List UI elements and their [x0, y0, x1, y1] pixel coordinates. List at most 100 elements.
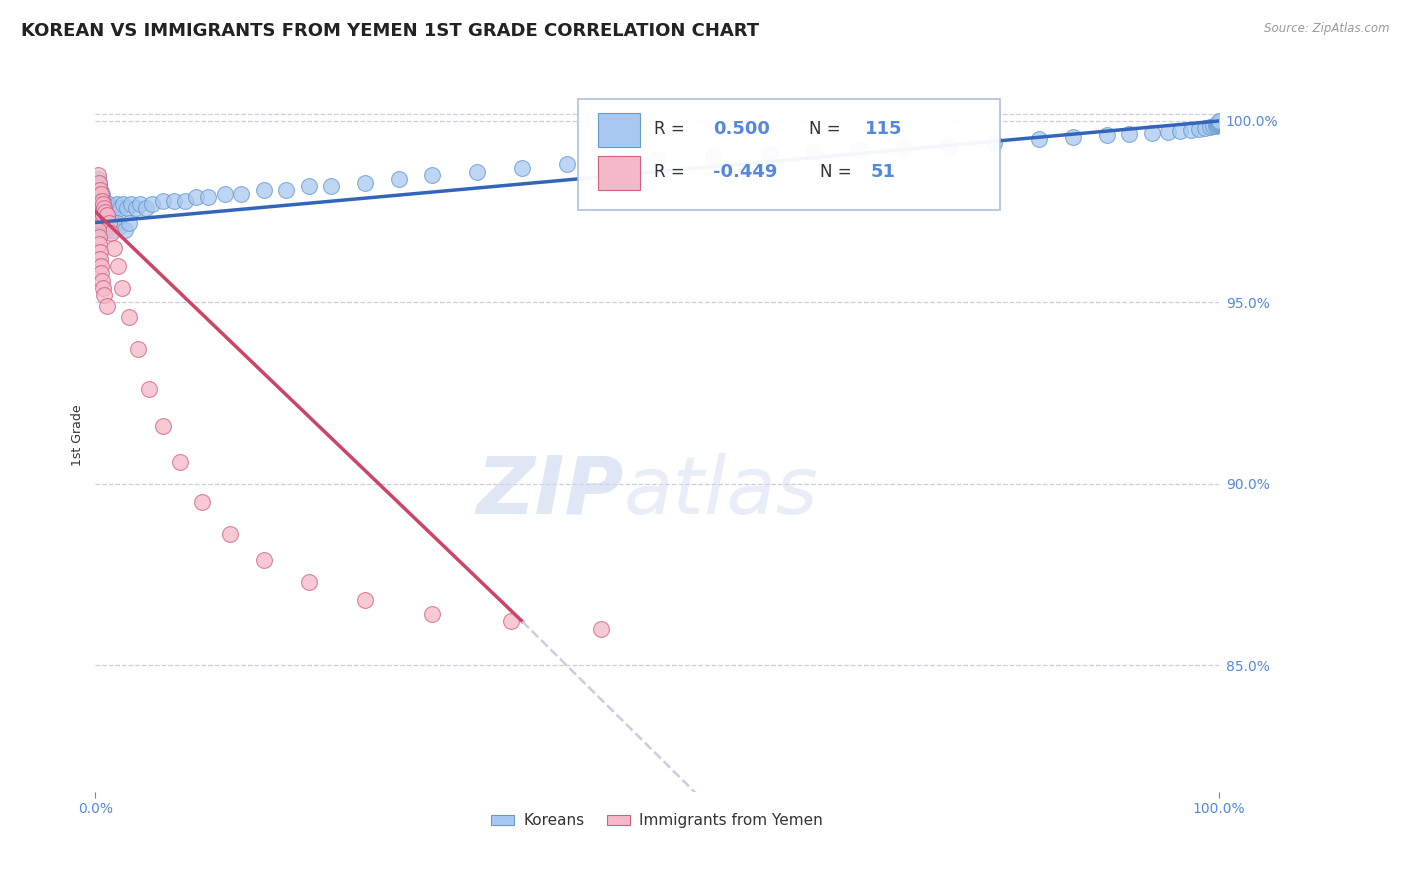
Point	[1208, 115, 1230, 129]
Point	[103, 241, 125, 255]
Point	[141, 197, 163, 211]
Point	[89, 223, 111, 237]
Point	[152, 194, 174, 208]
Point	[93, 288, 115, 302]
Point	[86, 204, 108, 219]
Point	[86, 201, 108, 215]
Point	[89, 194, 111, 208]
Point	[86, 201, 108, 215]
Point	[135, 201, 157, 215]
Text: 51: 51	[870, 162, 896, 181]
Point	[87, 176, 110, 190]
Point	[893, 141, 915, 155]
Point	[89, 208, 111, 222]
Point	[86, 194, 108, 208]
Point	[1202, 120, 1225, 134]
Point	[91, 208, 114, 222]
Point	[86, 179, 108, 194]
Point	[91, 219, 114, 234]
Point	[94, 204, 117, 219]
Point	[89, 215, 111, 229]
Point	[105, 197, 128, 211]
Point	[354, 176, 377, 190]
Point	[101, 204, 124, 219]
Point	[87, 230, 110, 244]
Point	[90, 186, 112, 201]
Bar	[598, 156, 640, 190]
Point	[98, 201, 121, 215]
Point	[91, 194, 114, 208]
Point	[467, 165, 489, 179]
Point	[298, 574, 321, 589]
Point	[91, 186, 114, 201]
Point	[96, 299, 118, 313]
Point	[510, 161, 533, 175]
Point	[758, 146, 780, 161]
Text: N =: N =	[808, 120, 846, 138]
Point	[589, 622, 612, 636]
Point	[118, 310, 141, 324]
Point	[111, 281, 134, 295]
Point	[112, 197, 135, 211]
Point	[87, 219, 110, 234]
Point	[87, 204, 110, 219]
Point	[86, 186, 108, 201]
Point	[214, 186, 236, 201]
Point	[87, 197, 110, 211]
Text: KOREAN VS IMMIGRANTS FROM YEMEN 1ST GRADE CORRELATION CHART: KOREAN VS IMMIGRANTS FROM YEMEN 1ST GRAD…	[21, 22, 759, 40]
Point	[90, 186, 112, 201]
Text: ZIP: ZIP	[477, 453, 623, 531]
Point	[91, 194, 114, 208]
Point	[1194, 120, 1216, 135]
Point	[90, 266, 112, 280]
Point	[93, 197, 115, 211]
Point	[87, 186, 110, 201]
Text: Source: ZipAtlas.com: Source: ZipAtlas.com	[1264, 22, 1389, 36]
Point	[1206, 116, 1229, 130]
Point	[127, 343, 149, 357]
Point	[219, 527, 242, 541]
Text: atlas: atlas	[623, 453, 818, 531]
Point	[1028, 132, 1050, 146]
Point	[114, 223, 136, 237]
Point	[89, 194, 111, 208]
Text: 115: 115	[865, 120, 903, 138]
Point	[86, 194, 108, 208]
Point	[152, 418, 174, 433]
Point	[321, 179, 343, 194]
Point	[938, 139, 960, 153]
Text: -0.449: -0.449	[713, 162, 778, 181]
Point	[1188, 122, 1211, 136]
Point	[91, 274, 114, 288]
Point	[97, 201, 120, 215]
Point	[94, 201, 117, 215]
Point	[1208, 116, 1230, 130]
Point	[86, 179, 108, 194]
Point	[91, 281, 114, 295]
Point	[555, 157, 578, 171]
Point	[86, 186, 108, 201]
Point	[93, 204, 115, 219]
Point	[191, 495, 214, 509]
Point	[253, 553, 276, 567]
Point	[91, 204, 114, 219]
Point	[89, 183, 111, 197]
Point	[125, 201, 148, 215]
Point	[1140, 126, 1163, 140]
Point	[1157, 125, 1180, 139]
Point	[87, 211, 110, 226]
Point	[94, 219, 117, 234]
Point	[90, 259, 112, 273]
Point	[354, 592, 377, 607]
Point	[501, 615, 523, 629]
Point	[197, 190, 219, 204]
Point	[97, 215, 120, 229]
Point	[107, 259, 129, 273]
Point	[96, 223, 118, 237]
Point	[96, 204, 118, 219]
Point	[422, 607, 444, 622]
Point	[89, 252, 111, 266]
Point	[803, 145, 825, 159]
Point	[1199, 120, 1222, 135]
Point	[186, 190, 208, 204]
